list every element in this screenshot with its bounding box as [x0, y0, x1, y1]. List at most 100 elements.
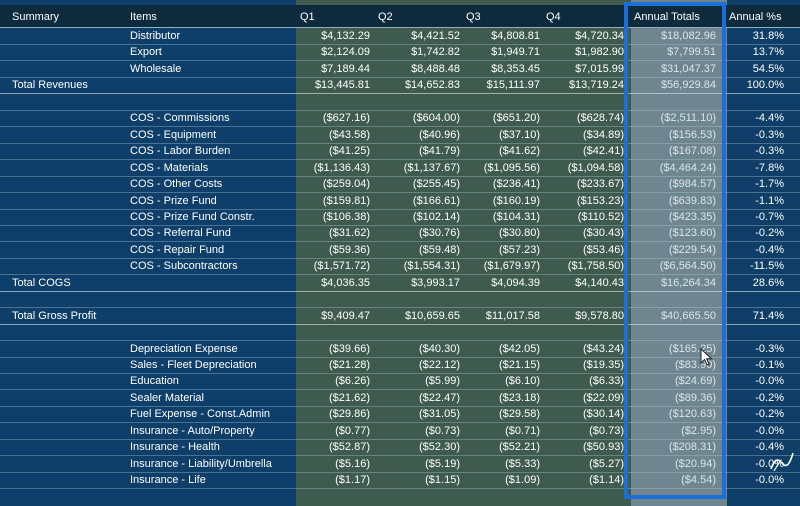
q1-cell: $7,189.44 — [321, 62, 370, 75]
table-row: Insurance - Liability/Umbrella ($5.16) ($5… — [0, 456, 800, 473]
item-cell — [130, 324, 295, 340]
table-row: Insurance - Auto/Property ($0.77) ($0.73) (… — [0, 423, 800, 440]
summary-cell — [12, 258, 127, 274]
q2-cell — [374, 291, 460, 307]
annual-pct-cell — [727, 291, 784, 307]
summary-cell — [12, 456, 127, 472]
q1-cell: ($627.16) — [322, 112, 370, 125]
q2-cell: $4,421.52 — [411, 30, 460, 42]
annual-total-cell: $56,929.84 — [660, 79, 716, 92]
annual-pct-cell: -0.2% — [755, 391, 784, 404]
q1-cell: ($59.36) — [329, 243, 370, 256]
q4-cell: $4,140.43 — [575, 276, 624, 289]
annual-pct-cell — [727, 94, 784, 110]
summary-cell — [12, 127, 127, 143]
annual-pct-cell — [727, 324, 784, 340]
item-cell: COS - Equipment — [130, 128, 217, 141]
item-cell: Insurance - Life — [130, 474, 206, 487]
item-cell: Education — [130, 375, 179, 388]
item-cell: Depreciation Expense — [130, 342, 238, 355]
q3-cell — [462, 291, 540, 307]
q2-cell: ($40.30) — [419, 342, 460, 355]
annual-totals-background — [631, 0, 727, 506]
item-cell — [130, 94, 295, 110]
q4-cell: ($50.93) — [583, 441, 624, 454]
annual-pct-cell: 54.5% — [752, 62, 784, 75]
table-row: COS - Prize Fund ($159.81) ($166.61) ($160.… — [0, 193, 800, 210]
annual-pct-cell: -1.1% — [755, 194, 784, 207]
annual-pct-cell: -4.4% — [755, 112, 784, 125]
table-row: COS - Subcontractors ($1,571.72) ($1,554.3… — [0, 258, 800, 276]
item-cell: Sales - Fleet Depreciation — [130, 359, 257, 371]
q1-cell: ($29.86) — [329, 408, 370, 421]
table-row: COS - Prize Fund Constr. ($106.38) ($102.1… — [0, 209, 800, 226]
q3-cell: $4,808.81 — [491, 30, 540, 42]
column-header-row: Summary Items Q1 Q2 Q3 Q4 Annual Totals … — [0, 5, 800, 28]
item-cell — [130, 275, 295, 291]
header-annual-totals[interactable]: Annual Totals — [634, 11, 700, 23]
q4-cell: ($22.09) — [583, 391, 624, 404]
q3-cell: ($30.80) — [499, 227, 540, 240]
summary-cell: Total Gross Profit — [12, 309, 97, 322]
q1-cell: ($41.25) — [329, 145, 370, 158]
annual-pct-cell: -0.4% — [755, 441, 784, 454]
item-cell: Distributor — [130, 30, 181, 42]
item-cell — [130, 308, 295, 324]
q3-cell: $1,949.71 — [491, 46, 540, 59]
q3-cell: $11,017.58 — [485, 309, 540, 322]
q3-cell: ($42.05) — [499, 342, 540, 355]
q1-cell: ($5.16) — [335, 457, 370, 470]
summary-cell — [12, 61, 127, 77]
item-cell: COS - Labor Burden — [130, 145, 231, 158]
annual-pct-cell: -0.2% — [755, 408, 784, 421]
header-annual-pct[interactable]: Annual %s — [729, 11, 782, 23]
header-items[interactable]: Items — [130, 11, 157, 23]
summary-cell — [12, 176, 127, 192]
q1-cell — [296, 94, 370, 110]
q2-cell: ($1,137.67) — [403, 161, 460, 174]
summary-cell — [12, 324, 127, 340]
annual-pct-cell: -0.0% — [755, 375, 784, 388]
table-row — [0, 94, 800, 111]
header-q4[interactable]: Q4 — [546, 11, 561, 23]
item-cell: COS - Prize Fund — [130, 194, 217, 207]
summary-cell — [12, 423, 127, 439]
item-cell: COS - Subcontractors — [130, 260, 238, 273]
header-q1[interactable]: Q1 — [300, 11, 315, 23]
q3-cell: ($104.31) — [492, 210, 540, 223]
annual-pct-cell: -0.0% — [755, 424, 784, 437]
q3-cell: $8,353.45 — [491, 62, 540, 75]
q1-cell: ($39.66) — [329, 342, 370, 355]
item-cell: COS - Commissions — [130, 112, 230, 125]
q1-cell: ($106.38) — [322, 210, 370, 223]
q3-cell: ($0.71) — [505, 424, 540, 437]
annual-total-cell: ($123.60) — [668, 227, 716, 240]
summary-cell — [12, 390, 127, 406]
q1-cell: $4,036.35 — [321, 276, 370, 289]
header-q3[interactable]: Q3 — [466, 11, 481, 23]
q2-cell: ($22.12) — [419, 359, 460, 371]
annual-total-cell: $40,665.50 — [660, 309, 716, 322]
annual-total-cell: ($2,511.10) — [660, 112, 716, 125]
q4-cell: ($110.52) — [577, 210, 624, 223]
annual-total-cell: ($4.54) — [681, 474, 716, 487]
q2-cell: ($1,554.31) — [403, 260, 460, 273]
item-cell: COS - Repair Fund — [130, 243, 225, 256]
q3-cell: ($1,679.97) — [483, 260, 540, 273]
item-cell: COS - Materials — [130, 161, 209, 174]
q3-cell: $4,094.39 — [491, 276, 540, 289]
header-q2[interactable]: Q2 — [378, 11, 393, 23]
item-cell — [130, 291, 295, 307]
annual-total-cell: ($20.94) — [675, 457, 716, 470]
q2-cell: ($5.19) — [425, 457, 460, 470]
q4-cell: ($19.35) — [583, 359, 624, 371]
header-summary[interactable]: Summary — [12, 11, 60, 23]
table-row: Education ($6.26) ($5.99) ($6.10) ($6.33) ($2… — [0, 373, 800, 391]
item-cell: Wholesale — [130, 62, 182, 75]
q1-cell: $2,124.09 — [321, 46, 370, 59]
annual-pct-cell: 71.4% — [752, 309, 784, 322]
summary-cell — [12, 94, 127, 110]
summary-cell — [12, 357, 127, 373]
q3-cell: ($6.10) — [505, 375, 540, 388]
annual-pct-cell: -0.7% — [755, 210, 784, 223]
